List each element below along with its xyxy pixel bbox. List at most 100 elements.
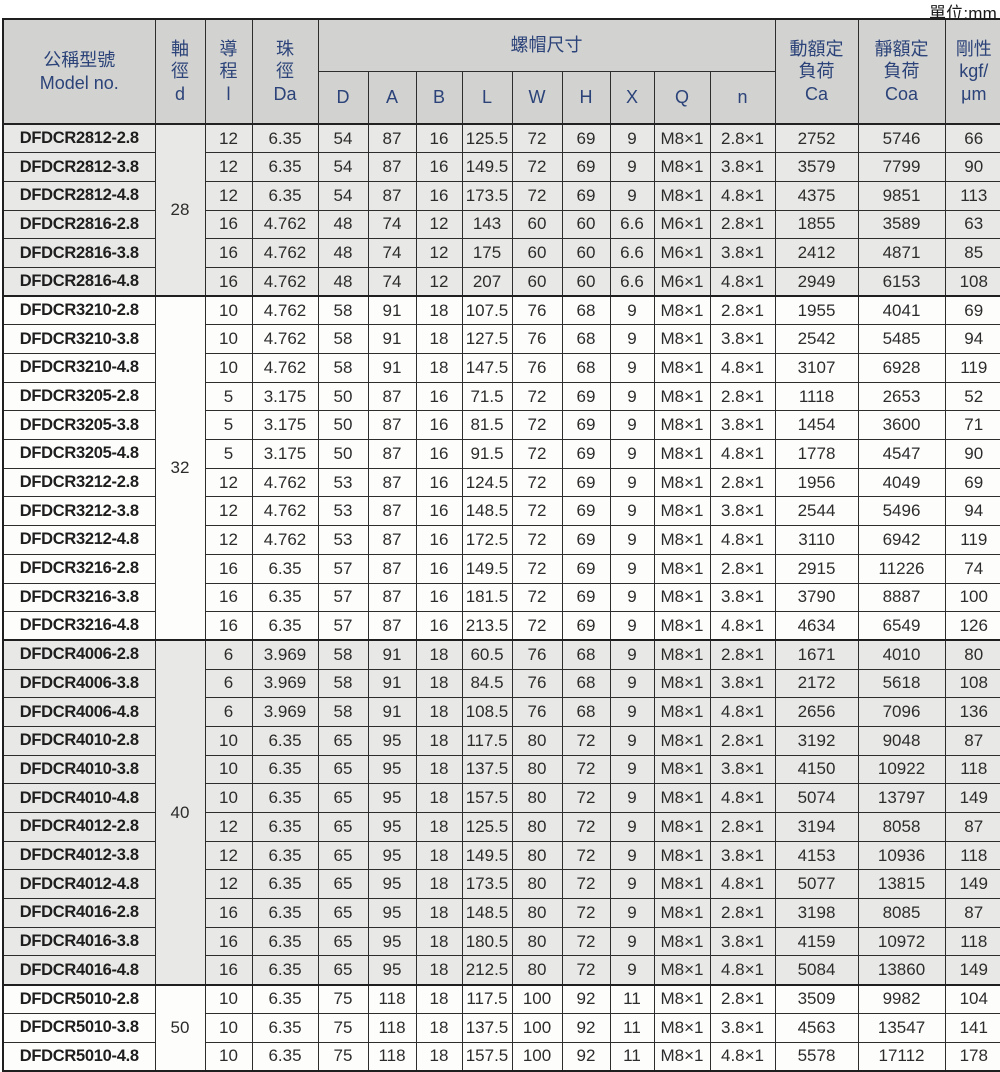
- cell-lead: 10: [204, 295, 253, 326]
- cell-X: 9: [609, 697, 655, 727]
- cell-L: 147.5: [461, 353, 513, 383]
- cell-B: 16: [415, 467, 463, 498]
- cell-A: 91: [367, 353, 417, 383]
- cell-H: 72: [561, 926, 611, 957]
- cell-H: 72: [561, 869, 611, 900]
- cell-A: 91: [367, 639, 417, 670]
- cell-dynamic-load: 3579: [774, 152, 859, 182]
- table-row: DFDCR2816-4.8 16 4.762 48 74 12 207 60 60 6.6 M6×1…: [2, 266, 1000, 297]
- cell-static-load: 6942: [857, 525, 946, 555]
- table-row: DFDCR4010-2.8 10 6.35 65 95 18 117.5 80 72 9 M8×1 2…: [2, 725, 1000, 756]
- cell-n: 4.8×1: [709, 180, 776, 211]
- cell-X: 9: [609, 668, 655, 699]
- cell-lead: 10: [204, 983, 253, 1014]
- cell-rigidity: 100: [944, 582, 1000, 613]
- cell-rigidity: 118: [944, 754, 1000, 785]
- cell-n: 3.8×1: [709, 324, 776, 354]
- cell-dynamic-load: 2656: [774, 697, 859, 727]
- cell-n: 3.8×1: [709, 152, 776, 182]
- cell-model-no: DFDCR4010-3.8: [2, 754, 156, 785]
- cell-X: 9: [609, 754, 655, 785]
- header-col-n: n: [709, 70, 776, 125]
- cell-dynamic-load: 2949: [774, 266, 859, 297]
- cell-X: 9: [609, 353, 655, 383]
- cell-model-no: DFDCR2816-2.8: [2, 209, 156, 240]
- cell-W: 76: [511, 295, 563, 326]
- cell-dynamic-load: 1671: [774, 639, 859, 670]
- cell-Q: M8×1: [653, 639, 711, 670]
- cell-static-load: 6549: [857, 611, 946, 641]
- cell-H: 69: [561, 123, 611, 154]
- cell-L: 125.5: [461, 812, 513, 842]
- cell-rigidity: 104: [944, 983, 1000, 1014]
- cell-model-no: DFDCR3205-4.8: [2, 439, 156, 469]
- cell-n: 2.8×1: [709, 725, 776, 756]
- cell-lead: 16: [204, 926, 253, 957]
- cell-W: 76: [511, 639, 563, 670]
- cell-Q: M8×1: [653, 812, 711, 842]
- header-ball-diameter: 珠 徑 Da: [251, 18, 319, 125]
- cell-W: 60: [511, 266, 563, 297]
- cell-lead: 6: [204, 697, 253, 727]
- cell-A: 87: [367, 123, 417, 154]
- cell-B: 16: [415, 439, 463, 469]
- cell-static-load: 7799: [857, 152, 946, 182]
- cell-A: 95: [367, 754, 417, 785]
- cell-L: 108.5: [461, 697, 513, 727]
- cell-X: 9: [609, 180, 655, 211]
- cell-H: 68: [561, 295, 611, 326]
- cell-W: 72: [511, 496, 563, 527]
- cell-D: 48: [317, 238, 369, 268]
- cell-D: 65: [317, 783, 369, 813]
- cell-Q: M8×1: [653, 869, 711, 900]
- cell-model-no: DFDCR3216-4.8: [2, 611, 156, 641]
- cell-L: 148.5: [461, 496, 513, 527]
- cell-n: 4.8×1: [709, 1041, 776, 1072]
- cell-A: 95: [367, 926, 417, 957]
- cell-W: 80: [511, 926, 563, 957]
- cell-static-load: 3589: [857, 209, 946, 240]
- table-row: DFDCR3216-4.8 16 6.35 57 87 16 213.5 72 69 9 M8×1 4…: [2, 611, 1000, 641]
- cell-L: 173.5: [461, 180, 513, 211]
- header-model-en: Model no.: [39, 72, 119, 93]
- header-col-D: D: [317, 70, 369, 125]
- cell-L: 91.5: [461, 439, 513, 469]
- cell-lead: 12: [204, 525, 253, 555]
- table-row: DFDCR3216-3.8 16 6.35 57 87 16 181.5 72 69 9 M8×1 3…: [2, 582, 1000, 613]
- cell-n: 3.8×1: [709, 582, 776, 613]
- cell-D: 58: [317, 295, 369, 326]
- cell-H: 69: [561, 525, 611, 555]
- cell-lead: 12: [204, 812, 253, 842]
- cell-B: 16: [415, 611, 463, 641]
- cell-Q: M8×1: [653, 840, 711, 871]
- cell-model-no: DFDCR4010-2.8: [2, 725, 156, 756]
- cell-H: 68: [561, 639, 611, 670]
- cell-static-load: 6928: [857, 353, 946, 383]
- cell-H: 72: [561, 840, 611, 871]
- cell-n: 3.8×1: [709, 668, 776, 699]
- cell-static-load: 8058: [857, 812, 946, 842]
- cell-X: 9: [609, 553, 655, 584]
- header-model-zh: 公稱型號: [43, 50, 116, 70]
- cell-D: 65: [317, 754, 369, 785]
- cell-dynamic-load: 2542: [774, 324, 859, 354]
- cell-L: 124.5: [461, 467, 513, 498]
- cell-D: 48: [317, 266, 369, 297]
- cell-dynamic-load: 3198: [774, 898, 859, 928]
- cell-rigidity: 80: [944, 639, 1000, 670]
- cell-lead: 5: [204, 410, 253, 441]
- cell-L: 84.5: [461, 668, 513, 699]
- table-row: DFDCR2812-3.8 12 6.35 54 87 16 149.5 72 69 9 M8×1 3…: [2, 152, 1000, 182]
- cell-Q: M8×1: [653, 955, 711, 986]
- cell-lead: 12: [204, 869, 253, 900]
- cell-Q: M8×1: [653, 496, 711, 527]
- cell-model-no: DFDCR2816-4.8: [2, 266, 156, 297]
- cell-B: 16: [415, 123, 463, 154]
- cell-Q: M6×1: [653, 209, 711, 240]
- cell-ball-dia: 6.35: [251, 123, 319, 154]
- cell-rigidity: 69: [944, 467, 1000, 498]
- cell-ball-dia: 6.35: [251, 754, 319, 785]
- cell-lead: 5: [204, 439, 253, 469]
- cell-L: 137.5: [461, 1012, 513, 1043]
- cell-model-no: DFDCR2812-2.8: [2, 123, 156, 154]
